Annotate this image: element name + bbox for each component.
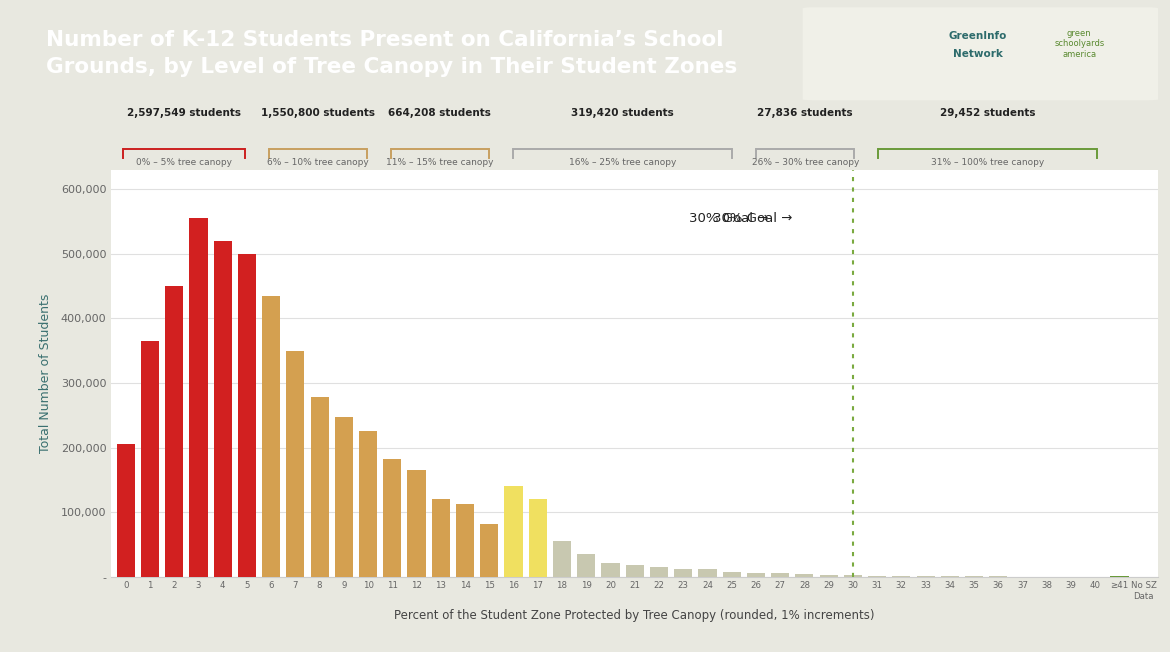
Text: 29,452 students: 29,452 students [940,108,1035,117]
Bar [529,499,546,577]
Bar [384,459,401,577]
Bar [698,569,716,577]
Text: 26% – 30% tree canopy: 26% – 30% tree canopy [751,158,859,167]
Bar [941,576,959,577]
Bar [432,499,450,577]
Text: 30% Goal →: 30% Goal → [689,211,768,224]
Bar [746,573,765,577]
Bar [577,554,596,577]
Bar [407,470,426,577]
Bar [310,397,329,577]
Bar [359,432,377,577]
Text: 30% Goal →: 30% Goal → [713,211,792,224]
Bar [601,563,620,577]
Text: 0% – 5% tree canopy: 0% – 5% tree canopy [136,158,232,167]
Bar [140,341,159,577]
Text: 2,597,549 students: 2,597,549 students [128,108,241,117]
Bar [553,541,571,577]
Bar [844,575,862,577]
Bar [214,241,232,577]
Bar [287,351,304,577]
Bar [165,286,184,577]
Bar [626,565,644,577]
Bar [796,574,813,577]
Text: 16% – 25% tree canopy: 16% – 25% tree canopy [569,158,676,167]
Bar [504,486,523,577]
Text: 1,550,800 students: 1,550,800 students [261,108,376,117]
FancyBboxPatch shape [803,7,1158,100]
Bar [893,576,910,577]
Text: Network: Network [952,49,1003,59]
Bar [819,575,838,577]
Bar [190,218,207,577]
Text: 664,208 students: 664,208 students [388,108,491,117]
Text: Number of K-12 Students Present on California’s School
Grounds, by Level of Tree: Number of K-12 Students Present on Calif… [46,30,737,78]
Bar [1110,576,1129,577]
Bar [480,524,498,577]
Bar [916,576,935,577]
Y-axis label: Total Number of Students: Total Number of Students [40,293,53,453]
X-axis label: Percent of the Student Zone Protected by Tree Canopy (rounded, 1% increments): Percent of the Student Zone Protected by… [394,609,875,622]
Bar [335,417,353,577]
Bar [117,445,135,577]
Bar [238,254,256,577]
Bar [771,574,790,577]
Bar [262,295,281,577]
Bar [649,567,668,577]
Bar [723,572,741,577]
Bar [674,569,693,577]
Bar [868,576,886,577]
Text: 319,420 students: 319,420 students [571,108,674,117]
Text: 6% – 10% tree canopy: 6% – 10% tree canopy [267,158,369,167]
Bar [456,504,474,577]
Text: 27,836 students: 27,836 students [757,108,853,117]
Text: 31% – 100% tree canopy: 31% – 100% tree canopy [931,158,1045,167]
Text: GreenInfo: GreenInfo [949,31,1007,40]
Text: 11% – 15% tree canopy: 11% – 15% tree canopy [386,158,494,167]
Text: green
schoolyards
america: green schoolyards america [1054,29,1104,59]
